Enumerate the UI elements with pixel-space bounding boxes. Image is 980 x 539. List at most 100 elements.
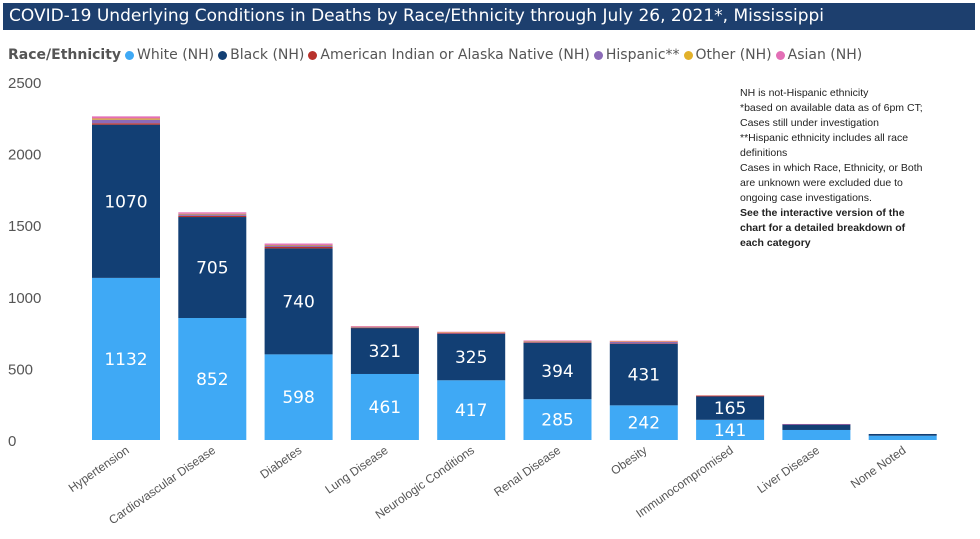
legend-item-hispanic[interactable]: Hispanic** [593,47,680,63]
y-tick-label: 500 [8,361,33,378]
bar-segment-black-nh-immunocompromised[interactable] [696,396,765,420]
note-line: *based on available data as of 6pm CT; [740,102,923,114]
note-emphasis: each category [740,237,811,249]
bar-segment-black-nh-cardiovascular-disease[interactable] [178,217,247,318]
y-tick-label: 1000 [8,290,41,307]
bar-segment-asian-nh-lung-disease[interactable] [350,326,419,327]
legend-swatch-other [683,50,693,60]
bar-segment-hispanic-obesity[interactable] [609,341,678,344]
bar-segment-hispanic-diabetes[interactable] [264,245,333,247]
data-label: 1132 [104,350,147,370]
data-label: 242 [628,414,660,434]
bar-segment-american-indian-or-alaska-native-nh-cardiovascular-disease[interactable] [178,215,247,218]
legend-item-american-indian[interactable]: American Indian or Alaska Native (NH) [308,47,590,63]
bar-segment-american-indian-or-alaska-native-nh-obesity[interactable] [609,343,678,344]
legend-label-asian: Asian (NH) [787,47,863,63]
legend-swatch-asian [775,50,785,60]
bar-segment-other-nh-renal-disease[interactable] [523,341,592,342]
y-tick-label: 2000 [8,147,41,164]
bar-segment-white-nh-liver-disease[interactable] [782,429,851,440]
y-tick-label: 1500 [8,218,41,235]
data-label: 325 [455,348,487,368]
bar-segment-asian-nh-hypertension[interactable] [92,116,160,119]
bar-segment-white-nh-immunocompromised[interactable] [696,419,765,440]
legend-title: Race/Ethnicity [8,47,122,63]
legend-item-asian[interactable]: Asian (NH) [775,47,863,63]
bar-segment-american-indian-or-alaska-native-nh-lung-disease[interactable] [350,327,419,329]
data-label: 431 [628,365,660,385]
note-line: are unknown were excluded due to [740,177,903,189]
legend-item-white[interactable]: White (NH) [125,47,214,63]
bar-segment-white-nh-obesity[interactable] [609,405,678,440]
y-tick-label: 2500 [8,75,41,92]
bar-segment-black-nh-neurologic-conditions[interactable] [437,333,506,381]
bar-segment-black-nh-diabetes[interactable] [264,248,333,355]
legend-item-other[interactable]: Other (NH) [683,47,772,63]
bar-segment-other-nh-diabetes[interactable] [264,244,333,246]
note-line: Cases still under investigation [740,117,879,129]
x-tick-label: Liver Disease [755,443,823,496]
bar-segment-hispanic-cardiovascular-disease[interactable] [178,214,247,216]
bar-segment-white-nh-hypertension[interactable] [92,277,160,440]
x-tick-label: Renal Disease [491,443,563,499]
bar-segment-white-nh-neurologic-conditions[interactable] [437,380,506,440]
bar-segment-asian-nh-diabetes[interactable] [264,243,333,245]
bar-segment-other-nh-obesity[interactable] [609,341,678,342]
bar-segment-other-nh-immunocompromised[interactable] [696,395,765,396]
legend-label-american-indian: American Indian or Alaska Native (NH) [320,47,590,63]
bar-segment-other-nh-neurologic-conditions[interactable] [437,332,506,333]
bar-segment-other-nh-cardiovascular-disease[interactable] [178,213,247,215]
legend-label-black: Black (NH) [230,47,305,63]
data-label: 165 [714,399,746,419]
legend-label-other: Other (NH) [695,47,772,63]
x-tick-label: Lung Disease [322,443,390,497]
x-tick-label: Obesity [608,443,649,478]
bar-segment-american-indian-or-alaska-native-nh-hypertension[interactable] [92,123,160,125]
note-line: **Hispanic ethnicity includes all race [740,132,909,144]
bar-segment-hispanic-hypertension[interactable] [92,119,160,124]
bar-segment-white-nh-lung-disease[interactable] [350,373,419,440]
bar-segment-black-nh-liver-disease[interactable] [782,424,851,430]
legend-swatch-black [218,50,228,60]
note-line: definitions [740,147,788,159]
note-line: ongoing case investigations. [740,192,872,204]
bar-segment-other-nh-hypertension[interactable] [92,118,160,120]
bar-segment-asian-nh-immunocompromised[interactable] [696,395,765,396]
legend: Race/Ethnicity White (NH) Black (NH) Ame… [8,44,866,66]
bar-segment-white-nh-cardiovascular-disease[interactable] [178,317,247,440]
bar-segment-black-nh-obesity[interactable] [609,343,678,406]
bar-segment-other-nh-lung-disease[interactable] [350,326,419,328]
bar-segment-american-indian-or-alaska-native-nh-renal-disease[interactable] [523,342,592,343]
bar-segment-black-nh-renal-disease[interactable] [523,342,592,400]
data-label: 461 [369,398,401,418]
bar-segment-american-indian-or-alaska-native-nh-neurologic-conditions[interactable] [437,333,506,334]
bar-segment-white-nh-renal-disease[interactable] [523,399,592,440]
x-tick-label: Hypertension [66,443,132,495]
bar-segment-hispanic-lung-disease[interactable] [350,327,419,328]
bar-segment-american-indian-or-alaska-native-nh-diabetes[interactable] [264,246,333,249]
bar-segment-black-nh-hypertension[interactable] [92,124,160,278]
data-label: 740 [282,292,314,312]
bar-segment-american-indian-or-alaska-native-nh-immunocompromised[interactable] [696,396,765,397]
bar-segment-hispanic-neurologic-conditions[interactable] [437,332,506,334]
bar-segment-asian-nh-liver-disease[interactable] [782,423,851,425]
legend-swatch-hispanic [593,50,603,60]
bar-segment-black-nh-none-noted[interactable] [868,433,937,436]
data-label: 705 [196,259,228,279]
legend-item-black[interactable]: Black (NH) [218,47,304,63]
bar-segment-black-nh-lung-disease[interactable] [350,328,419,374]
bar-segment-asian-nh-neurologic-conditions[interactable] [437,331,506,333]
legend-swatch-white [125,50,135,60]
bar-segment-hispanic-renal-disease[interactable] [523,341,592,343]
note-emphasis: chart for a detailed breakdown of [740,222,906,234]
bar-segment-asian-nh-cardiovascular-disease[interactable] [178,212,247,214]
bar-segment-asian-nh-renal-disease[interactable] [523,340,592,342]
bar-segment-asian-nh-obesity[interactable] [609,340,678,342]
bar-segment-white-nh-none-noted[interactable] [868,435,937,440]
chart-title: COVID-19 Underlying Conditions in Deaths… [3,3,975,30]
data-label: 417 [455,401,487,421]
x-tick-label: Diabetes [257,443,304,482]
data-label: 1070 [104,192,147,212]
bar-segment-white-nh-diabetes[interactable] [264,354,333,440]
